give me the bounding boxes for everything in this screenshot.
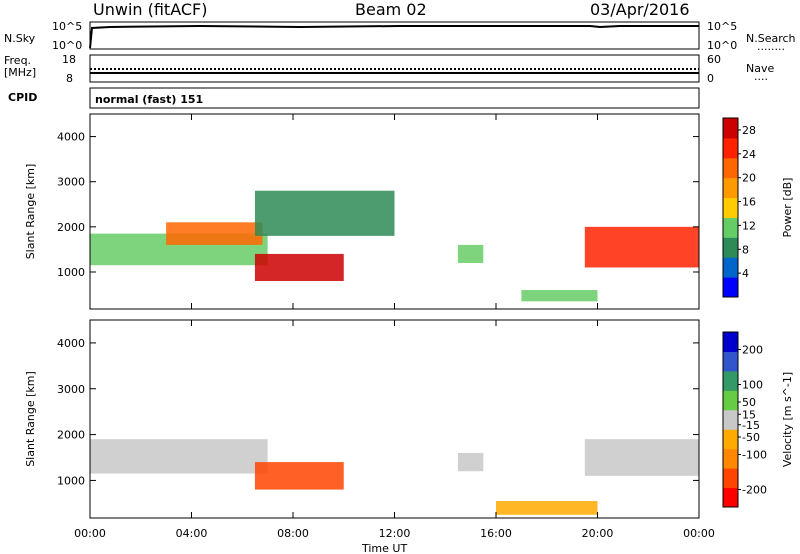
x-tick-label: 12:00 <box>379 527 411 540</box>
colorbar-segment <box>723 409 738 430</box>
colorbar-tick-label: -100 <box>742 449 767 462</box>
colorbar-tick-label: -200 <box>742 484 767 497</box>
colorbar-segment <box>723 197 738 218</box>
colorbar-tick-label: 200 <box>742 344 763 357</box>
colorbar-segment <box>723 157 738 179</box>
data-region-2 <box>457 452 484 472</box>
colorbar-tick-label: 16 <box>742 196 756 209</box>
colorbar-segment <box>723 370 738 391</box>
y-tick-label: 2000 <box>57 221 85 234</box>
data-region-2 <box>254 253 344 282</box>
colorbar-tick-label: -15 <box>742 419 760 432</box>
y-tick-label: 3000 <box>57 383 85 396</box>
colorbar-segment <box>723 237 738 258</box>
cpid-panel <box>89 87 700 109</box>
colorbar-tick-label: 100 <box>742 379 763 392</box>
x-tick-label: 16:00 <box>480 527 512 540</box>
data-region-0 <box>90 439 268 474</box>
freq-left-tick-bottom: 8 <box>66 72 73 85</box>
y-tick-label: 4000 <box>57 131 85 144</box>
colorbar-segment <box>723 217 738 238</box>
nave-marker: .... <box>754 70 768 83</box>
colorbar-segment <box>723 351 738 372</box>
nsearch-label: N.Search <box>746 32 796 45</box>
colorbar-title: Velocity [m s^-1] <box>781 372 794 467</box>
cpid-label: CPID <box>8 91 37 104</box>
colorbar-segment <box>723 487 738 508</box>
colorbar-segment <box>723 118 738 139</box>
data-region-6 <box>584 226 699 268</box>
data-region-4 <box>584 439 699 476</box>
nsky-left-tick-bottom: 10^0 <box>52 39 82 52</box>
colorbar-segment <box>723 429 738 450</box>
x-axis-title: Time UT <box>361 542 407 554</box>
colorbar-tick-label: 4 <box>742 267 749 280</box>
colorbar-segment <box>723 257 738 278</box>
x-tick-label: 00:00 <box>683 527 715 540</box>
colorbar-tick-label: -50 <box>742 431 760 444</box>
data-region-1 <box>166 222 263 245</box>
y-tick-label: 2000 <box>57 429 85 442</box>
colorbar-tick-label: 12 <box>742 219 756 232</box>
data-region-1 <box>254 462 344 490</box>
nsky-label: N.Sky <box>4 32 36 45</box>
cpid-text: normal (fast) 151 <box>95 93 203 106</box>
x-tick-label: 04:00 <box>176 527 208 540</box>
colorbar-segment <box>723 390 738 411</box>
power-panel: 1000 2000 3000 4000 Slant Range [km] 4 8 12 16 20… <box>24 113 794 310</box>
colorbar-segment <box>723 332 738 352</box>
freq-left-tick-top: 18 <box>62 53 76 66</box>
colorbar-segment <box>723 177 738 199</box>
y-axis-title: Slant Range [km] <box>24 164 37 260</box>
nsky-panel <box>89 21 700 50</box>
velocity-panel: 1000 2000 3000 4000 Slant Range [km] 00:00 04:… <box>24 319 794 540</box>
nsky-left-tick-top: 10^5 <box>52 20 82 33</box>
colorbar-segment <box>723 137 738 159</box>
y-axis-title: Slant Range [km] <box>24 371 37 467</box>
data-region-3 <box>496 501 598 515</box>
colorbar-segment <box>723 468 738 489</box>
colorbar-segment <box>723 448 738 469</box>
freq-right-tick-bottom: 0 <box>707 72 714 85</box>
colorbar-frame <box>722 117 739 298</box>
colorbar-tick-label: 24 <box>742 148 756 161</box>
date-title: 03/Apr/2016 <box>590 0 690 19</box>
nsky-right-tick-bottom: 10^0 <box>707 39 737 52</box>
nave-label: Nave <box>746 62 774 75</box>
colorbar-segment <box>723 277 738 298</box>
colorbar-tick-label: 50 <box>742 396 756 409</box>
x-tick-label: 20:00 <box>582 527 614 540</box>
data-region-5 <box>521 290 598 302</box>
plot-frame <box>89 319 700 519</box>
data-region-4 <box>457 244 484 263</box>
nsky-trace <box>89 24 699 49</box>
freq-label: Freq. <box>4 54 31 67</box>
y-tick-label: 1000 <box>57 266 85 279</box>
nsearch-marker: ........ <box>757 40 785 53</box>
data-region-3 <box>254 190 395 236</box>
colorbar-tick-label: 8 <box>742 243 749 256</box>
beam-title: Beam 02 <box>355 0 427 19</box>
x-tick-label: 00:00 <box>74 527 106 540</box>
y-tick-label: 3000 <box>57 176 85 189</box>
colorbar-tick-label: 20 <box>742 172 756 185</box>
freq-right-tick-top: 60 <box>707 53 721 66</box>
station-title: Unwin (fitACF) <box>93 0 207 19</box>
y-tick-label: 1000 <box>57 474 85 487</box>
colorbar-tick-label: 15 <box>742 408 756 421</box>
colorbar-frame <box>722 331 739 508</box>
colorbar-tick-label: 28 <box>742 124 756 137</box>
nsky-right-tick-top: 10^5 <box>707 20 737 33</box>
colorbar-title: Power [dB] <box>781 178 794 238</box>
freq-unit-label: [MHz] <box>4 66 36 79</box>
y-tick-label: 4000 <box>57 337 85 350</box>
x-tick-label: 08:00 <box>277 527 309 540</box>
